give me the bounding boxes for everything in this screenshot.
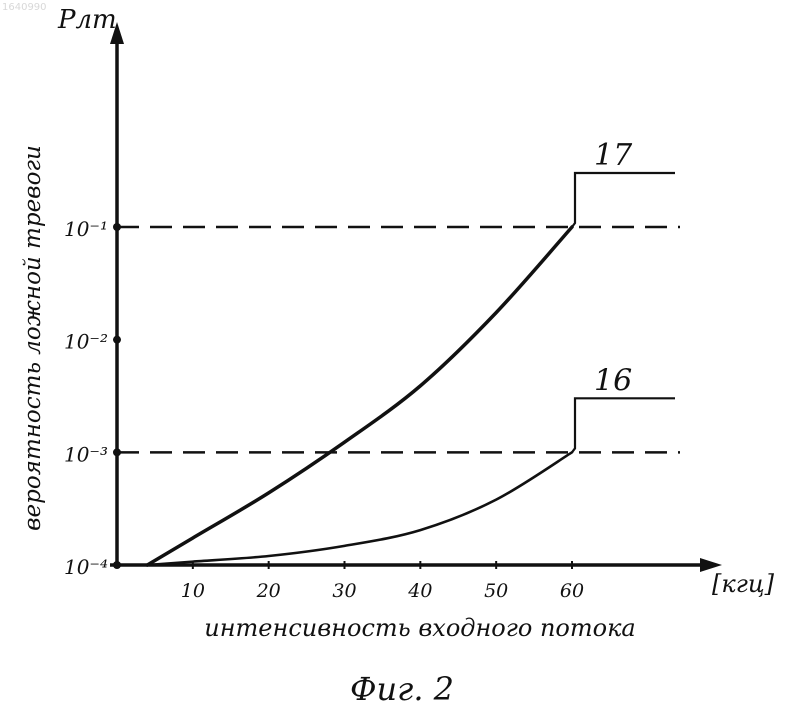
leader-line-series-17 xyxy=(571,171,675,228)
series-label-16: 16 xyxy=(594,363,632,398)
y-axis-arrow xyxy=(110,22,124,44)
x-tick-label: 10 xyxy=(181,580,205,602)
watermark-text: 1640990 xyxy=(2,2,47,13)
y-tick-label: 10⁻³ xyxy=(64,442,108,466)
y-axis-top-label: Pлт xyxy=(57,5,117,35)
x-tick-label: 20 xyxy=(256,580,281,602)
y-tick-mark xyxy=(113,561,121,569)
series-group xyxy=(145,225,574,567)
threshold-lines xyxy=(117,225,680,454)
series-label-17: 17 xyxy=(594,138,633,173)
figure-caption: Фиг. 2 xyxy=(350,670,454,708)
x-axis-title: интенсивность входного потока xyxy=(204,614,635,642)
leader-line-series-16 xyxy=(571,397,675,453)
y-tick-mark xyxy=(113,448,121,457)
curve-series-17 xyxy=(145,225,574,567)
x-unit-label: [кгц] xyxy=(712,570,775,598)
y-tick-mark xyxy=(113,335,121,344)
x-tick-label: 30 xyxy=(332,580,356,602)
x-axis-arrow xyxy=(700,558,722,572)
y-tick-label: 10⁻¹ xyxy=(64,217,108,241)
y-tick-mark xyxy=(113,223,121,231)
y-tick-label: 10⁻⁴ xyxy=(64,555,108,579)
x-tick-label: 60 xyxy=(560,580,584,602)
x-tick-label: 50 xyxy=(484,580,508,602)
curve-series-16 xyxy=(146,451,574,567)
y-tick-label: 10⁻² xyxy=(64,330,108,354)
y-axis-title: вероятность ложной тревоги xyxy=(20,145,46,531)
axis-ticks: 10 20 30 40 50 60 10⁻⁴ 10⁻³ 10⁻² 10⁻¹ xyxy=(64,217,584,602)
x-tick-label: 40 xyxy=(407,580,432,602)
